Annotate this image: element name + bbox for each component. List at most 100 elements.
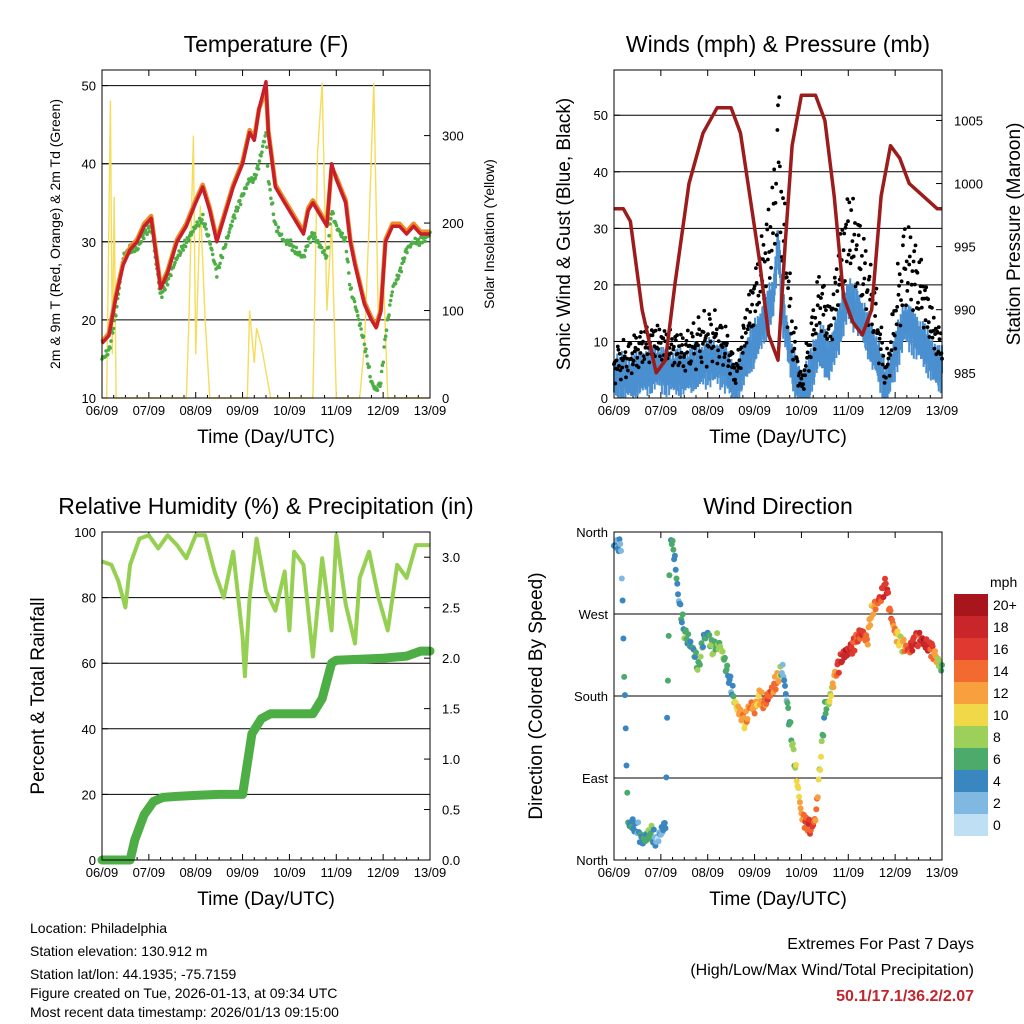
gust-point: [660, 357, 664, 362]
gust-point: [790, 349, 795, 354]
dewpoint-point: [343, 235, 348, 240]
gust-point: [743, 331, 748, 335]
gust-point: [618, 368, 623, 373]
dewpoint-point: [210, 252, 215, 257]
gust-point: [881, 354, 886, 358]
dewpoint-point: [368, 374, 372, 379]
gust-point: [615, 367, 620, 371]
gust-point: [798, 369, 803, 374]
colorbar-swatch: [954, 770, 988, 792]
direction-point: [620, 635, 627, 642]
gust-point: [675, 351, 680, 356]
dewpoint-point: [184, 240, 189, 245]
gust-point: [844, 222, 848, 227]
y2-tick-label: 200: [442, 216, 464, 231]
y-tick-label: 40: [82, 157, 96, 172]
gust-point: [910, 269, 915, 273]
gust-point: [767, 276, 772, 280]
gust-point: [802, 387, 806, 391]
gust-point: [893, 346, 898, 351]
direction-point: [781, 677, 788, 684]
colorbar-label: 14: [993, 663, 1009, 679]
chart-title-temperature: Temperature (F): [184, 31, 349, 57]
y-tick-label: 50: [82, 79, 96, 94]
gust-point: [714, 327, 719, 332]
dewpoint-point: [242, 192, 246, 196]
direction-point: [678, 619, 685, 626]
direction-point: [650, 826, 657, 833]
dewpoint-point: [365, 362, 370, 366]
direction-point: [872, 606, 879, 613]
dewpoint-point: [160, 289, 165, 294]
dewpoint-point: [382, 345, 386, 349]
gust-point: [834, 267, 839, 271]
gust-point: [628, 341, 633, 346]
gust-point: [656, 347, 661, 351]
y-tick-label: 40: [594, 165, 608, 180]
gust-point: [913, 243, 918, 248]
gust-point: [877, 336, 882, 341]
x-tick-label: 09/09: [738, 865, 771, 880]
gust-point: [850, 239, 855, 244]
chart-title-humidity: Relative Humidity (%) & Precipitation (i…: [58, 493, 473, 519]
gust-point: [699, 355, 703, 360]
dewpoint-point: [191, 229, 195, 234]
gust-point: [878, 347, 883, 352]
gust-point: [638, 351, 643, 355]
colorbar-swatch: [954, 726, 988, 748]
dewpoint-point: [353, 305, 358, 309]
gust-point: [768, 225, 773, 229]
colorbar-swatch: [954, 594, 988, 616]
gust-point: [787, 304, 792, 309]
gust-point: [771, 231, 775, 236]
gust-point: [670, 363, 675, 368]
gust-point: [813, 331, 818, 336]
gust-point: [742, 326, 746, 330]
gust-point: [737, 358, 742, 362]
gust-point: [647, 360, 652, 365]
gust-point: [713, 308, 717, 312]
gust-point: [877, 361, 881, 366]
direction-point: [864, 641, 871, 648]
gust-point: [657, 327, 662, 332]
gust-point: [905, 289, 910, 293]
gust-point: [931, 315, 936, 320]
gust-point: [689, 359, 693, 364]
direction-point: [782, 682, 788, 689]
y-tick-label: East: [582, 771, 608, 786]
y-tick-label: 10: [594, 334, 608, 349]
x-tick-label: 13/09: [926, 403, 959, 418]
x-tick-label: 09/09: [226, 403, 259, 418]
x-tick-label: 13/09: [926, 865, 959, 880]
dewpoint-point: [346, 260, 350, 264]
dewpoint-point: [227, 230, 231, 234]
x-tick-label: 06/09: [598, 403, 631, 418]
gust-point: [629, 371, 634, 376]
gust-point: [924, 285, 929, 290]
dewpoint-point: [375, 388, 380, 393]
gust-point: [717, 355, 722, 359]
gust-point: [681, 364, 686, 369]
y-axis-label-temperature: 2m & 9m T (Red, Orange) & 2m Td (Green): [47, 99, 63, 369]
gust-point: [685, 350, 690, 355]
gust-point: [900, 303, 905, 308]
gust-point: [822, 304, 827, 309]
gust-point: [866, 277, 871, 282]
dewpoint-point: [274, 222, 278, 226]
gust-point: [911, 308, 915, 312]
x-tick-label: 08/09: [691, 865, 724, 880]
extremes-title: Extremes For Past 7 Days: [787, 936, 974, 953]
dewpoint-point: [265, 164, 270, 168]
dewpoint-point: [145, 232, 149, 236]
dewpoint-point: [268, 187, 272, 192]
gust-point: [732, 366, 737, 370]
gust-point: [680, 336, 685, 340]
gust-point: [716, 339, 721, 343]
gust-point: [863, 249, 868, 253]
gust-point: [658, 354, 662, 359]
direction-point: [670, 546, 677, 553]
gust-point: [867, 274, 872, 279]
y-tick-label: 10: [82, 391, 96, 406]
colorbar-label: 16: [993, 641, 1009, 657]
y2-tick-label: 2.5: [442, 601, 460, 616]
